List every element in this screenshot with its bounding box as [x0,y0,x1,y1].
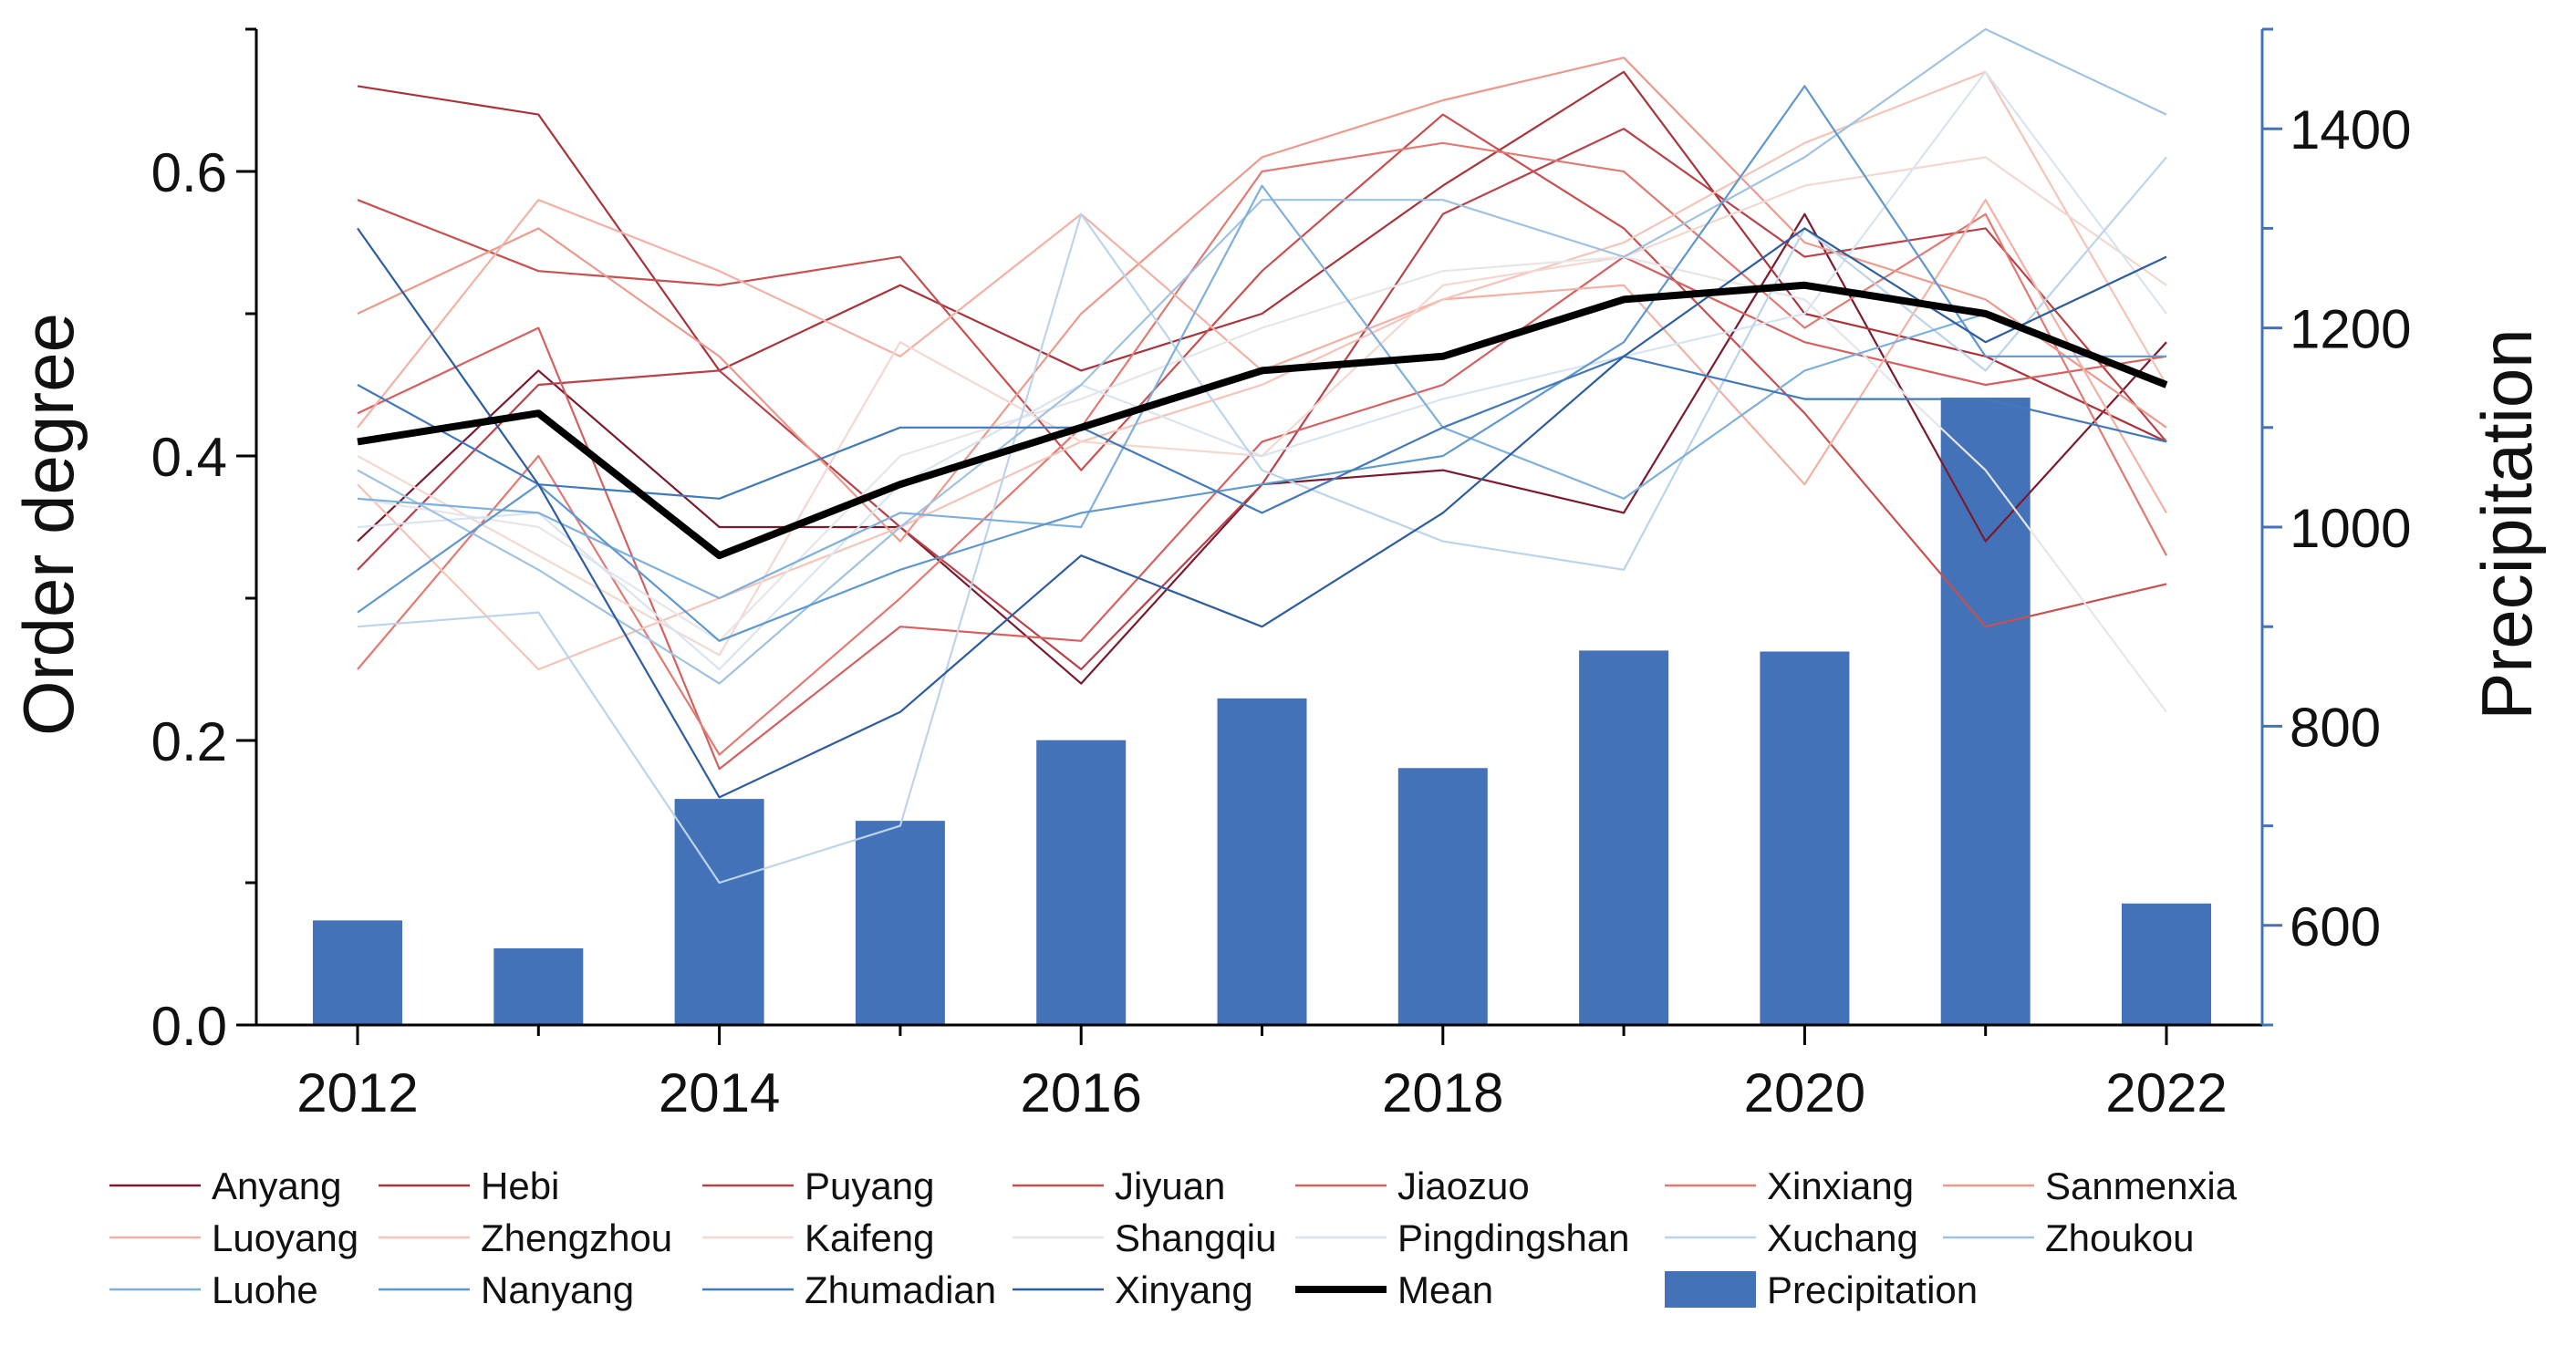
y-axis-left-label: Order degree [8,313,88,736]
series-line-mean [357,281,2168,560]
legend-label: Anyang [212,1165,341,1207]
legend-label: Zhumadian [805,1268,996,1311]
legend: Anyang Hebi Puyang Jiyuan Jiaozuo Xinxiang San… [109,1165,2238,1311]
bars-layer [313,398,2211,1025]
legend-item-zhumadian: Zhumadian [702,1268,996,1311]
series-line-luoyang [357,199,2167,513]
legend-item-xinyang: Xinyang [1013,1268,1253,1311]
legend-item-pingdingshan: Pingdingshan [1295,1216,1630,1259]
legend-item-luoyang: Luoyang [109,1216,358,1259]
series-line-kaifeng [357,156,2167,657]
precipitation-bar-2022 [2122,903,2211,1025]
legend-label: Puyang [805,1165,934,1207]
legend-item-mean: Mean [1295,1268,1493,1311]
y-right-tick-label: 800 [2290,697,2381,758]
precipitation-bar-2014 [674,799,764,1025]
legend-label: Jiaozuo [1397,1165,1530,1207]
y-left-tick-label: 0.6 [151,142,227,203]
legend-item-kaifeng: Kaifeng [702,1216,934,1259]
legend-label: Luohe [212,1268,318,1311]
legend-label: Shangqiu [1115,1216,1277,1259]
precipitation-bar-2017 [1217,698,1307,1025]
precipitation-bar-2020 [1760,651,1850,1025]
legend-label: Xinyang [1115,1268,1253,1311]
precipitation-bar-2018 [1397,768,1488,1025]
legend-item-precipitation: Precipitation [1665,1268,1978,1311]
axes-layer: 0.0 0.2 0.4 0.6 600 800 1000 1200 1400 2012 2014 20… [151,27,2411,1123]
x-tick-label: 2016 [1020,1062,1141,1123]
x-tick-label: 2012 [296,1062,418,1123]
legend-item-puyang: Puyang [702,1165,934,1207]
y-right-tick-label: 1400 [2290,99,2411,160]
series-line-zhoukou [357,27,2167,685]
x-tick-label: 2022 [2105,1062,2227,1123]
legend-label: Hebi [481,1165,559,1207]
precipitation-bar-2019 [1579,650,1669,1025]
lines-layer [357,27,2168,885]
legend-label: Pingdingshan [1397,1216,1630,1259]
series-line-luohe [357,184,2167,600]
series-line-pingdingshan [357,70,2167,671]
series-line-xinxiang [357,141,2167,756]
series-line-jiyuan [357,113,2167,628]
x-tick-label: 2020 [1744,1062,1865,1123]
y-left-tick-label: 0.2 [151,711,227,772]
legend-label: Nanyang [481,1268,634,1311]
series-line-sanmenxia [357,57,2167,543]
legend-label: Kaifeng [805,1216,934,1259]
y-axis-right-label: Precipitation [2467,328,2547,719]
legend-label: Zhoukou [2045,1216,2194,1259]
legend-label: Xuchang [1767,1216,1918,1259]
series-line-xinyang [357,227,2167,799]
series-line-xuchang [357,156,2167,885]
legend-item-zhengzhou: Zhengzhou [379,1216,672,1259]
legend-item-anyang: Anyang [109,1165,341,1207]
precipitation-bar-2013 [493,947,584,1025]
legend-label: Jiyuan [1115,1165,1225,1207]
legend-label: Zhengzhou [481,1216,672,1259]
x-tick-label: 2018 [1382,1062,1503,1123]
series-line-hebi [357,70,2167,443]
legend-item-xuchang: Xuchang [1665,1216,1918,1259]
y-right-tick-label: 600 [2290,896,2381,957]
legend-label: Precipitation [1767,1268,1978,1311]
y-right-tick-label: 1000 [2290,498,2411,559]
precipitation-bar-2016 [1036,740,1127,1025]
legend-label: Luoyang [212,1216,358,1259]
y-left-tick-label: 0.0 [151,996,227,1057]
series-line-shangqiu [357,255,2167,713]
legend-item-nanyang: Nanyang [379,1268,634,1311]
y-right-tick-label: 1200 [2290,299,2411,360]
legend-item-luohe: Luohe [109,1268,318,1311]
legend-item-hebi: Hebi [379,1165,559,1207]
precipitation-bar-2021 [1940,398,2031,1025]
legend-label: Xinxiang [1767,1165,1914,1207]
y-left-tick-label: 0.4 [151,427,227,488]
legend-item-jiyuan: Jiyuan [1013,1165,1225,1207]
series-line-zhumadian [357,355,2167,514]
legend-item-xinxiang: Xinxiang [1665,1165,1914,1207]
legend-swatch [1665,1271,1756,1308]
legend-item-shangqiu: Shangqiu [1013,1216,1277,1259]
x-tick-label: 2014 [659,1062,780,1123]
legend-label: Sanmenxia [2045,1165,2238,1207]
legend-item-sanmenxia: Sanmenxia [1943,1165,2238,1207]
precipitation-bar-2015 [855,821,945,1025]
legend-label: Mean [1397,1268,1493,1311]
precipitation-bar-2012 [313,920,402,1025]
series-line-nanyang [357,85,2166,642]
legend-item-jiaozuo: Jiaozuo [1295,1165,1530,1207]
legend-item-zhoukou: Zhoukou [1943,1216,2194,1259]
